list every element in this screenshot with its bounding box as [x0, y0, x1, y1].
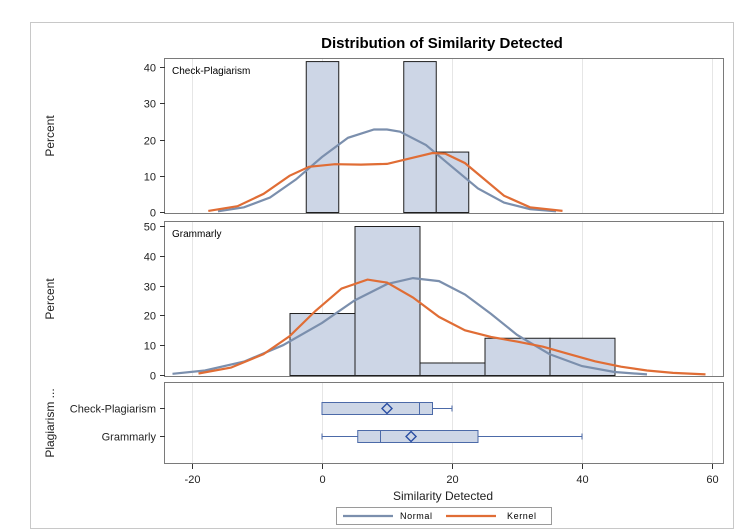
y-tick-label: 40	[144, 252, 156, 264]
box-check-plagiarism	[321, 402, 433, 415]
x-tick-label: 0	[319, 474, 325, 486]
legend-box	[336, 507, 552, 525]
box-plot-panel: Check-Plagiarism Grammarly Plagiarism ...	[43, 382, 724, 464]
histogram-bar	[484, 337, 551, 376]
x-tick-label: 40	[576, 474, 588, 486]
kernel-density-curve	[198, 278, 706, 376]
y-axis-label-bottom: Plagiarism ...	[43, 388, 57, 457]
y-tick-label: 0	[150, 371, 156, 383]
x-axis-label: Similarity Detected	[393, 489, 493, 503]
y-tick-label: 20	[144, 136, 156, 148]
chart-title: Distribution of Similarity Detected	[321, 35, 563, 52]
y-axis-label-top: Percent	[43, 115, 57, 157]
y-tick-label: 0	[150, 208, 156, 220]
x-tick-label: 20	[446, 474, 458, 486]
x-tick-label: 60	[706, 474, 718, 486]
y-tick-label: 20	[144, 311, 156, 323]
histogram-panel-grammarly: 0 10 20 30 40 50 Grammarly Percent	[43, 221, 724, 383]
y-axis-label-middle: Percent	[43, 278, 57, 320]
y-tick-label: 10	[144, 341, 156, 353]
box-mean-marker	[381, 402, 393, 415]
histogram-bar	[305, 61, 340, 214]
chart-frame	[30, 22, 734, 529]
panel-label-check-plagiarism: Check-Plagiarism	[172, 66, 250, 77]
legend-label-kernel: Kernel	[507, 511, 537, 521]
category-label-check-plagiarism: Check-Plagiarism	[70, 404, 156, 416]
histogram-bar	[354, 226, 421, 376]
x-axis: -20 0 20 40 60	[185, 464, 719, 486]
histogram-bar	[419, 362, 486, 377]
panel-label-grammarly: Grammarly	[172, 229, 221, 240]
y-tick-label: 10	[144, 172, 156, 184]
y-tick-label: 40	[144, 63, 156, 75]
box-mean-marker	[405, 430, 418, 443]
histogram-bar	[435, 151, 470, 213]
normal-density-curve	[217, 128, 557, 213]
kernel-density-curve	[208, 151, 563, 212]
y-tick-label: 50	[144, 222, 156, 234]
legend-label-normal: Normal	[400, 511, 433, 521]
category-label-grammarly: Grammarly	[102, 432, 157, 444]
y-tick-label: 30	[144, 99, 156, 111]
y-tick-label: 30	[144, 282, 156, 294]
x-tick-label: -20	[185, 474, 201, 486]
legend: Normal Kernel	[336, 507, 552, 525]
histogram-panel-check-plagiarism: 0 10 20 30 40 Check-Plagiarism Percent	[43, 58, 724, 220]
box-grammarly	[357, 430, 479, 443]
